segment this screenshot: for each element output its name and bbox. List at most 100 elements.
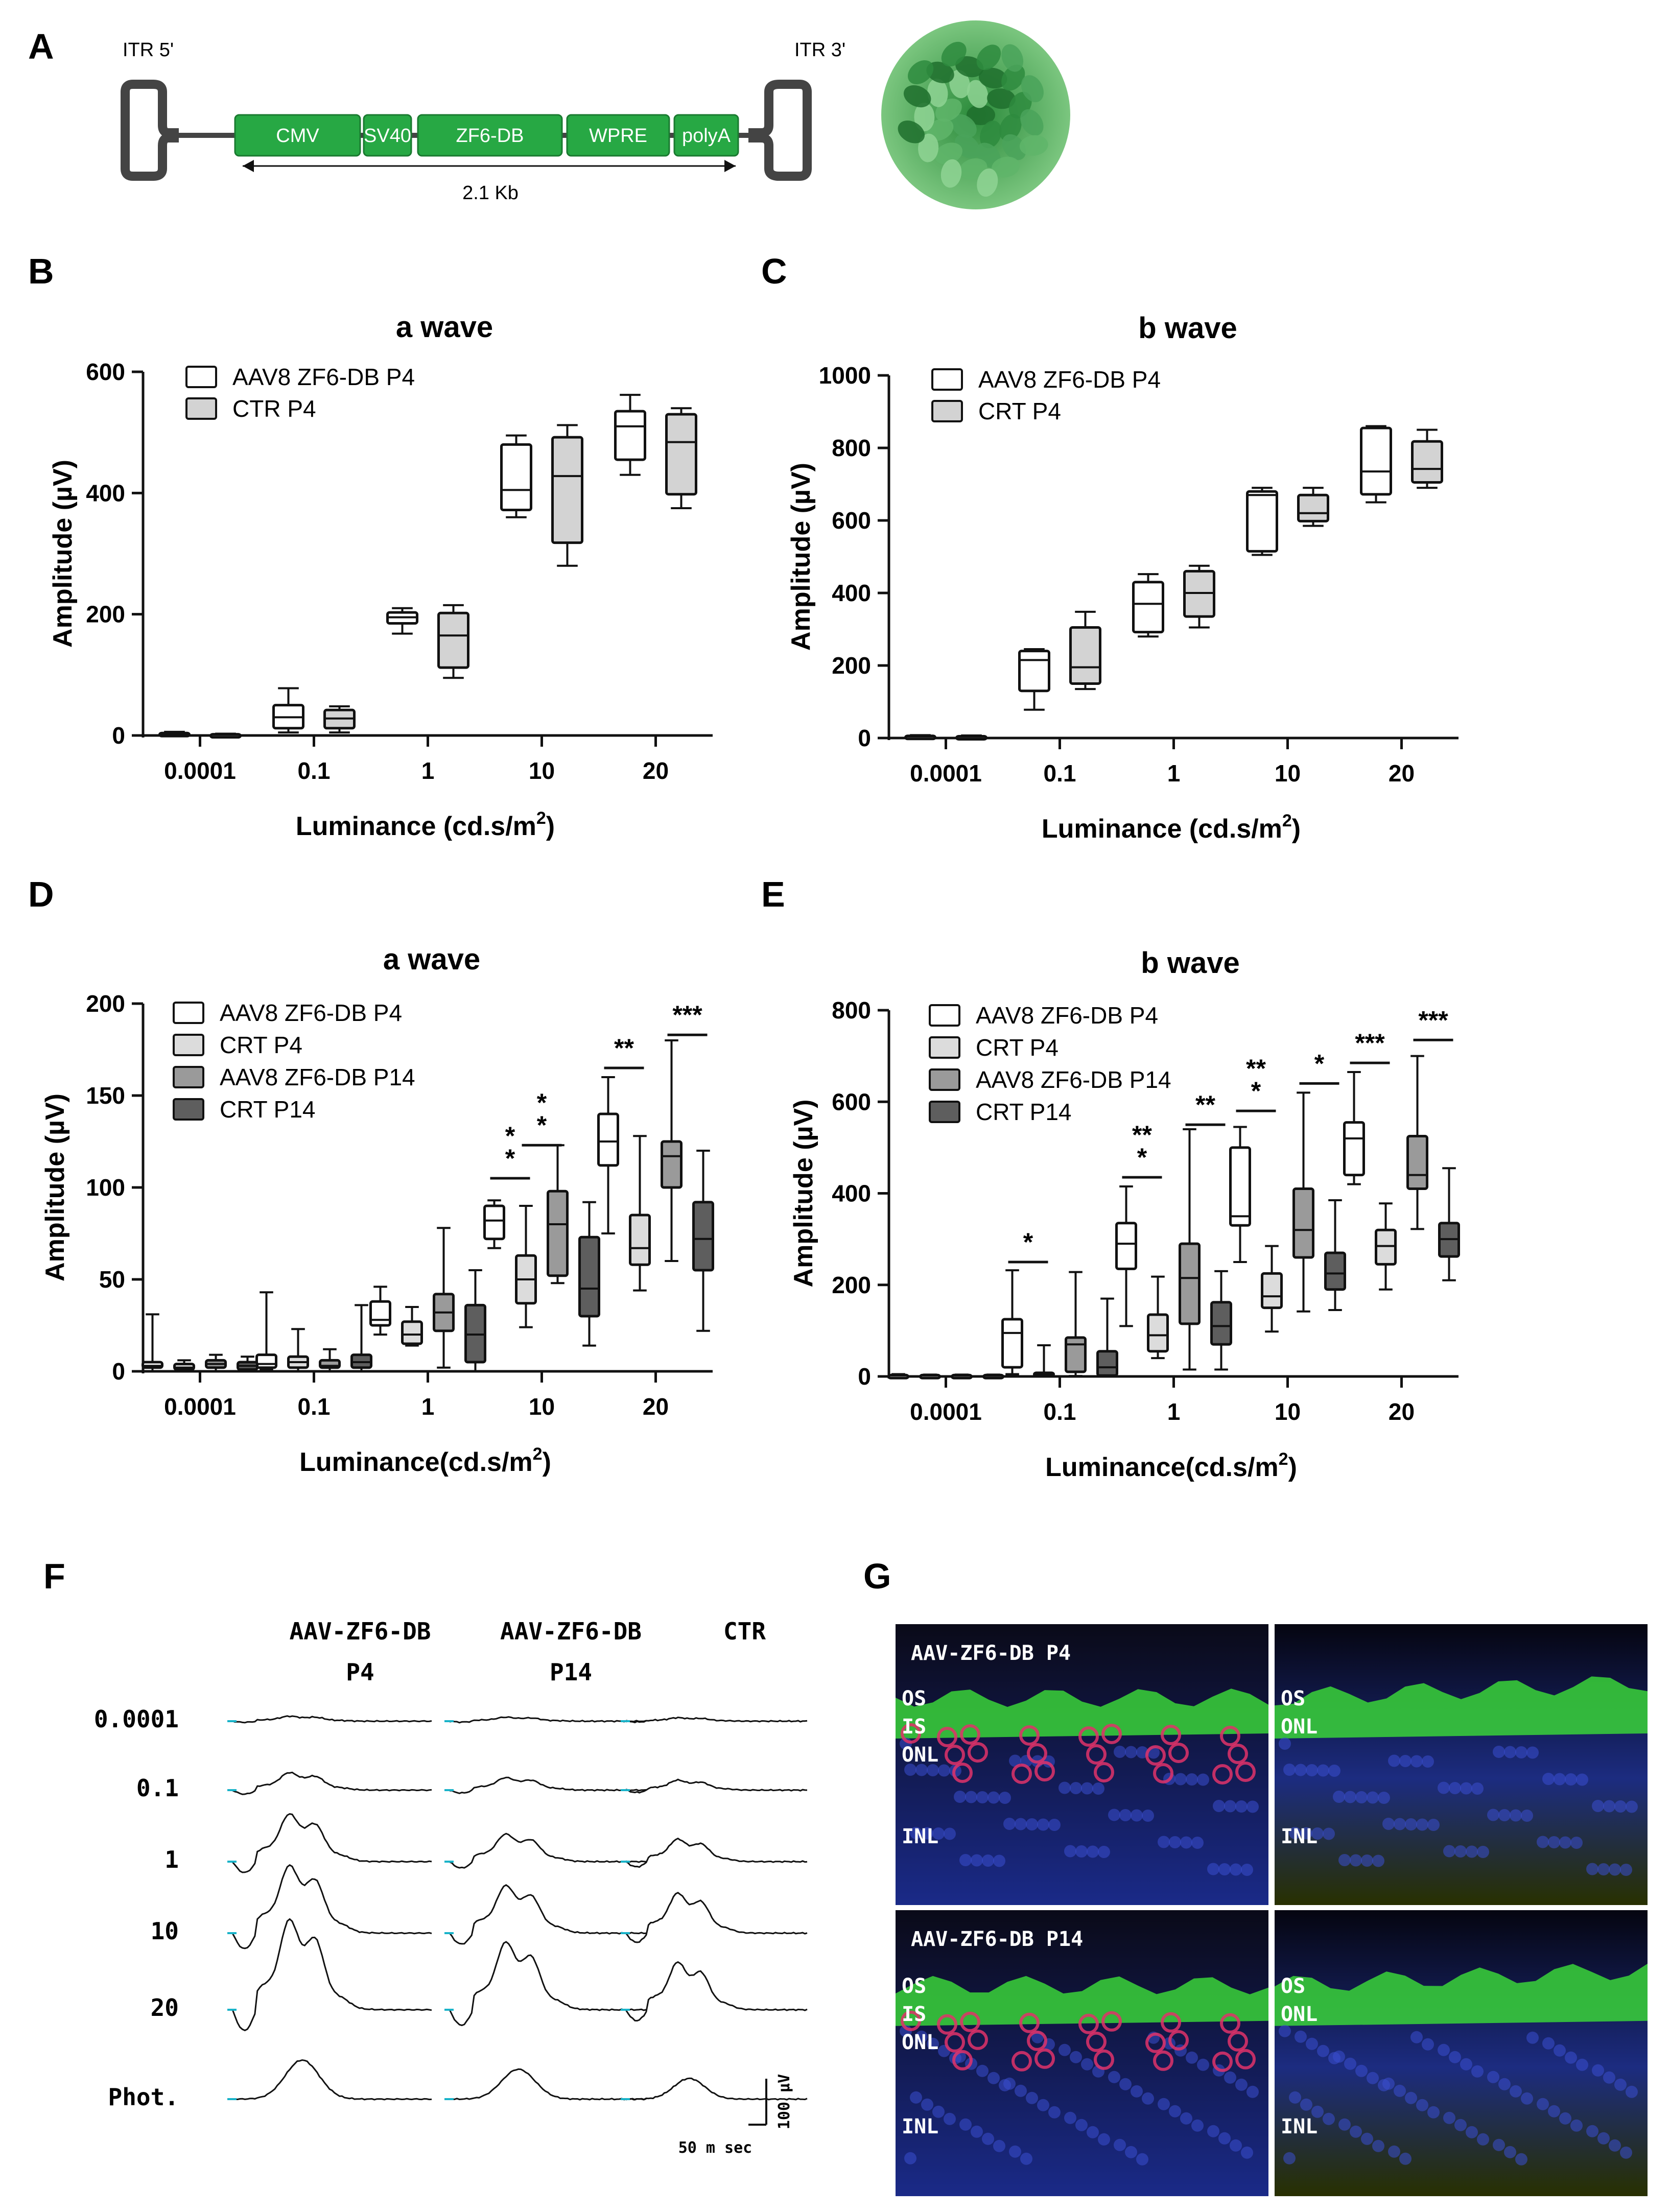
nucleus xyxy=(1438,2043,1450,2056)
box-C-s0-g2 xyxy=(1132,573,1164,638)
nucleus xyxy=(1306,2037,1318,2050)
x-axis-label-sup: 2 xyxy=(533,1444,543,1464)
capsid-subunit xyxy=(999,114,1022,141)
legend-swatch xyxy=(173,1002,204,1024)
itr-5-hairpin xyxy=(121,80,179,181)
nucleus xyxy=(1487,2071,1499,2083)
capsid-subunit xyxy=(951,114,977,138)
erg-trace xyxy=(450,2068,647,2101)
y-axis-label: Amplitude (µV) xyxy=(40,1093,70,1281)
vector-construct: CMV SV40 ZF6-DB WPRE polyA 2.1 Kb xyxy=(121,80,812,204)
nucleus xyxy=(1344,1791,1356,1803)
significance-stars: * xyxy=(537,1111,547,1139)
photoreceptor-green-band xyxy=(1275,1676,1648,1739)
nucleus xyxy=(1300,1827,1312,1840)
labelled-rod-cell xyxy=(1212,1764,1233,1785)
significance-stars: *** xyxy=(1418,1006,1448,1034)
capsid-subunit xyxy=(1002,134,1026,160)
box-iqr xyxy=(255,1353,277,1369)
nucleus xyxy=(1098,1846,1110,1858)
nucleus xyxy=(982,1854,994,1867)
significance-stars: * xyxy=(1314,1049,1325,1078)
micrograph-title: AAV-ZF6-DB P14 xyxy=(911,1928,1083,1951)
nucleus xyxy=(1521,1810,1533,1822)
nucleus xyxy=(1510,2085,1522,2098)
legend-label: CRT P14 xyxy=(220,1096,316,1123)
significance-stars: ** xyxy=(1132,1121,1152,1149)
x-axis-label-main: Luminance(cd.s/m xyxy=(299,1447,533,1477)
box-D-s0-g4 xyxy=(597,1076,619,1234)
box-E-s0-g3 xyxy=(1229,1126,1251,1263)
x-tick-label: 0.1 xyxy=(1044,1398,1076,1425)
nucleus xyxy=(1361,2132,1373,2145)
labelled-rod-cell xyxy=(1027,1743,1047,1764)
erg-trace xyxy=(449,1833,647,1869)
nucleus xyxy=(1048,1819,1061,1831)
nucleus xyxy=(1388,1754,1400,1767)
nucleus xyxy=(1311,1827,1324,1840)
nucleus xyxy=(910,1827,922,1839)
nucleus xyxy=(1241,1864,1253,1876)
scale-bar-voltage-label: 100 µV xyxy=(775,2074,793,2129)
nucleus xyxy=(1576,2058,1588,2071)
labelled-rod-cell xyxy=(1153,1763,1173,1783)
box-E-s2-g4 xyxy=(1406,1055,1428,1230)
capsid-subunit xyxy=(934,142,962,164)
erg-trace xyxy=(231,1918,432,2032)
significance-stars: ** xyxy=(1195,1090,1215,1119)
box-iqr xyxy=(1001,1318,1023,1369)
nucleus xyxy=(1059,2043,1071,2056)
x-tick-label: 0.1 xyxy=(298,1393,331,1420)
x-axis-label: Luminance (cd.s/m2) xyxy=(296,808,555,841)
nucleus xyxy=(1344,2057,1356,2070)
x-axis-label-sup: 2 xyxy=(1282,811,1292,830)
nucleus xyxy=(1289,2091,1301,2104)
nucleus xyxy=(993,1854,1005,1867)
chart-title: b wave xyxy=(1138,312,1237,345)
box-E-s3-g3 xyxy=(1324,1199,1346,1312)
legend-swatch xyxy=(929,1068,960,1091)
chart-c-b-wave: b wave 0 200 400 600 800 1000 0.0001 0.1 1 10 20 AAV… xyxy=(786,312,1459,844)
legend-swatch xyxy=(173,1098,204,1121)
capsid-subunit xyxy=(1019,135,1048,156)
nucleus xyxy=(1620,2146,1632,2159)
nucleus xyxy=(1328,1765,1340,1777)
trace-row-label: 1 xyxy=(164,1846,179,1873)
nucleus xyxy=(932,2105,945,2118)
legend-label: CTR P4 xyxy=(232,395,316,422)
nucleus xyxy=(932,1827,945,1840)
trace-column-header: P14 xyxy=(550,1658,592,1686)
nucleus xyxy=(1410,2031,1423,2043)
layer-label: ONL xyxy=(1281,1715,1318,1739)
box-D-s0-g3 xyxy=(483,1199,505,1249)
legend-swatch xyxy=(931,368,963,391)
nucleus xyxy=(1279,2025,1291,2037)
tissue-background xyxy=(896,1910,1268,2196)
micrograph-tile: AAV-ZF6-DB P14 OS IS ONL INL xyxy=(896,1910,1268,2196)
x-tick-label: 20 xyxy=(1389,1398,1415,1425)
labelled-rod-cell xyxy=(968,2029,988,2050)
trace-column-header: P4 xyxy=(346,1658,374,1686)
x-tick-label: 1 xyxy=(421,1393,435,1420)
nucleus xyxy=(982,2132,994,2145)
nucleus xyxy=(1554,1773,1566,1786)
nucleus xyxy=(1186,1773,1198,1786)
nucleus xyxy=(1350,2125,1362,2138)
capsid-subunit xyxy=(898,121,925,144)
nucleus xyxy=(1565,2051,1577,2064)
box-B-s0-g2 xyxy=(386,607,418,635)
significance-stars: ** xyxy=(614,1034,634,1062)
nucleus xyxy=(1295,1764,1307,1776)
itr-3-hairpin xyxy=(748,80,812,181)
capsid-subunit xyxy=(967,80,989,108)
box-iqr xyxy=(1229,1146,1251,1227)
labelled-rod-cell xyxy=(1101,1724,1122,1744)
y-axis-label: Amplitude (µV) xyxy=(786,463,816,651)
capsid-subunit xyxy=(908,60,934,85)
x-axis-label-end: ) xyxy=(546,812,555,841)
nucleus xyxy=(1289,1827,1301,1839)
chart-b-a-wave: a wave 0 200 400 600 0.0001 0.1 1 10 20 AAV8 ZF6-D… xyxy=(48,311,713,841)
nucleus xyxy=(1405,1818,1417,1830)
box-iqr xyxy=(437,611,469,669)
legend-label: AAV8 ZF6-DB P14 xyxy=(976,1066,1171,1093)
